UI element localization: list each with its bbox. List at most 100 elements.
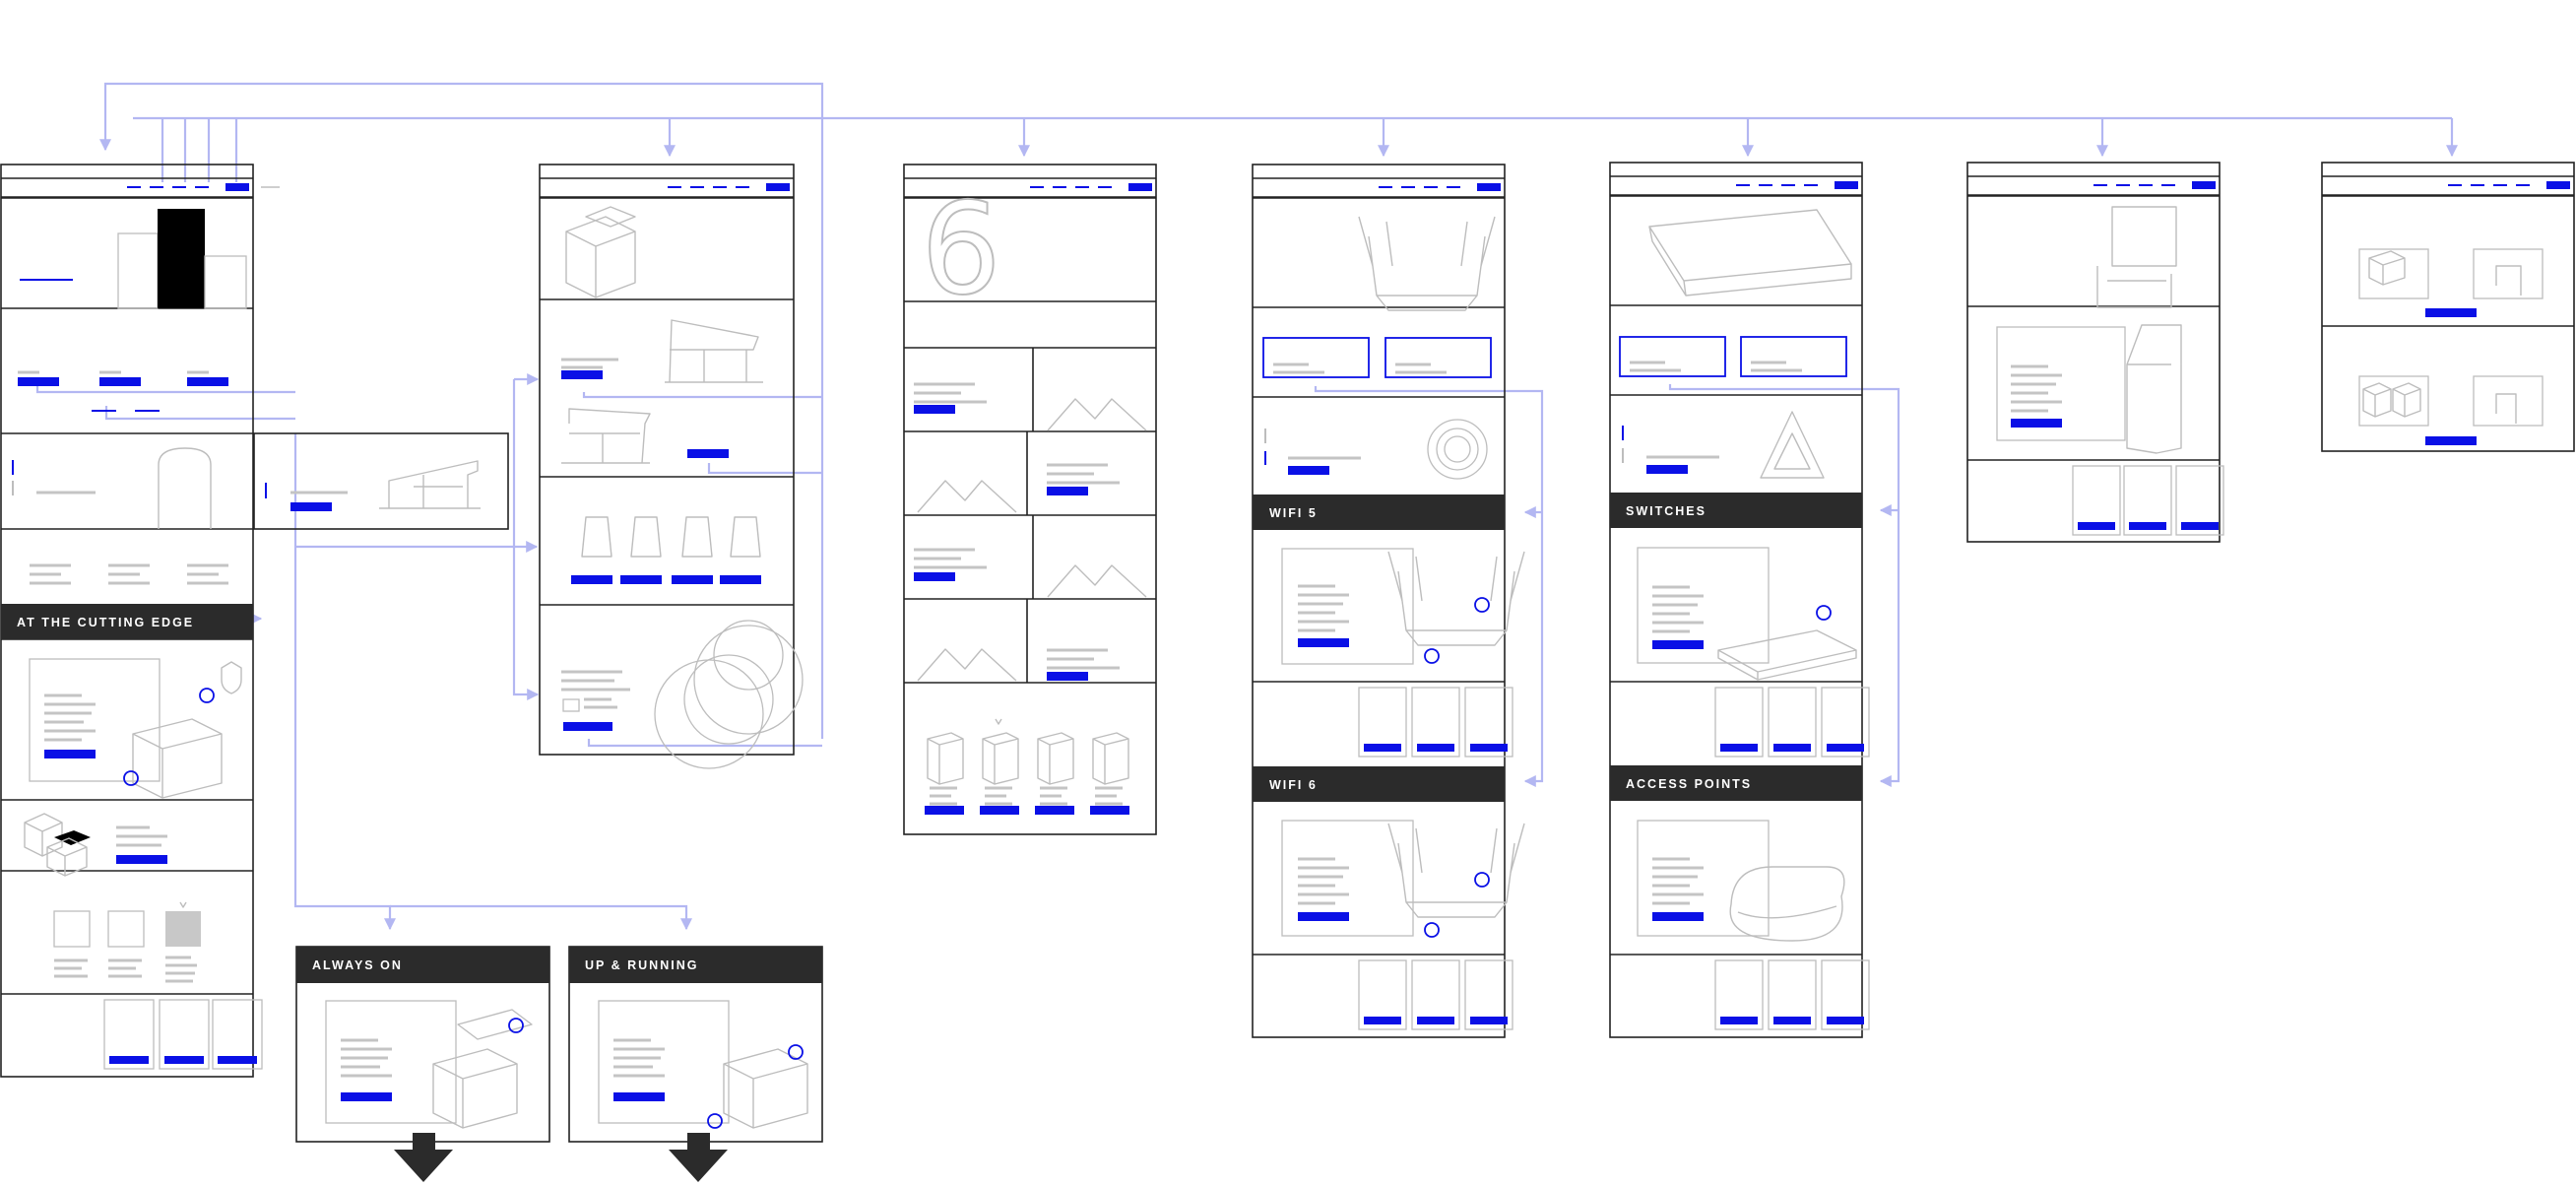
frame xyxy=(1821,959,1870,1030)
card-button xyxy=(1773,744,1811,752)
frame xyxy=(539,164,795,756)
frame xyxy=(253,432,509,530)
frame xyxy=(1966,162,2221,543)
hotspot-circle xyxy=(508,1018,524,1033)
product-sketch xyxy=(2126,324,2182,454)
router-sketch xyxy=(1387,823,1525,918)
frame xyxy=(53,910,91,948)
frame xyxy=(2072,465,2121,536)
cta-button xyxy=(1047,672,1088,681)
frame xyxy=(2358,248,2429,299)
connector xyxy=(104,406,295,421)
frame xyxy=(2473,248,2544,299)
hotspot-circle xyxy=(1474,872,1490,888)
networking-page xyxy=(1609,162,1870,1038)
card-button xyxy=(1720,744,1758,752)
sketch-circle xyxy=(713,620,784,691)
frame xyxy=(1358,959,1407,1030)
cta-button xyxy=(1035,806,1074,815)
frame xyxy=(903,164,1157,835)
product-sketch xyxy=(723,1048,808,1129)
sketch-circle xyxy=(693,625,804,735)
frame xyxy=(1768,959,1817,1030)
hotspot-circle xyxy=(199,688,215,703)
nav-cta-button xyxy=(2192,181,2216,189)
band-wifi5: WIFI 5 xyxy=(1253,495,1505,530)
cta-button xyxy=(1646,465,1688,474)
connector xyxy=(512,379,540,700)
connector-lines xyxy=(35,82,2458,931)
routers-page xyxy=(1252,164,1525,1038)
cta-button xyxy=(1298,638,1349,647)
hotspot-circle xyxy=(707,1113,723,1129)
card-button xyxy=(218,1056,257,1064)
sketch-circle xyxy=(683,654,774,745)
card-button xyxy=(1364,1017,1401,1024)
cta-button xyxy=(116,855,167,864)
arrow-down-icon xyxy=(394,1133,453,1182)
frame xyxy=(598,1000,730,1124)
product-sketch xyxy=(132,718,223,799)
page-wireframes xyxy=(0,162,2575,1143)
product-sketch xyxy=(665,319,763,383)
nav-cta-button xyxy=(766,183,790,191)
frame xyxy=(2175,465,2224,536)
continuation-arrows xyxy=(394,1133,728,1182)
cta-button xyxy=(620,575,662,584)
nav-cta-button xyxy=(2546,181,2570,189)
card-button xyxy=(1417,1017,1454,1024)
band-access-points: ACCESS POINTS xyxy=(1610,765,1862,801)
hotspot-circle xyxy=(1474,597,1490,613)
section-bands: AT THE CUTTING EDGE ALWAYS ON UP & RUNNI… xyxy=(1,493,1862,983)
product-sketch xyxy=(565,216,636,298)
frame xyxy=(1740,336,1847,377)
mountain-icon xyxy=(917,480,1017,513)
connector xyxy=(1314,386,1544,787)
card-button xyxy=(1364,744,1401,752)
product-sketch xyxy=(927,732,964,785)
cta-button xyxy=(613,1092,665,1101)
frame xyxy=(1252,164,1506,1038)
frame xyxy=(2321,162,2575,452)
frame xyxy=(1609,162,1863,1038)
router-sketch xyxy=(1387,551,1525,646)
frame xyxy=(1411,687,1460,758)
card-button xyxy=(2181,522,2219,530)
hotspot-circle xyxy=(123,770,139,786)
product-sketch xyxy=(432,1048,518,1129)
connector xyxy=(390,904,692,931)
frame xyxy=(1637,547,1770,664)
cta-button xyxy=(1047,487,1088,495)
hotspot-circle xyxy=(788,1044,804,1060)
connector xyxy=(582,392,822,399)
wifi6-page xyxy=(903,164,1157,835)
product-sketch xyxy=(24,813,63,857)
frame xyxy=(1768,687,1817,758)
cta-button xyxy=(914,405,955,414)
product-sketch xyxy=(581,516,612,558)
solutions-page xyxy=(539,164,804,769)
frame xyxy=(562,698,580,712)
cta-button xyxy=(341,1092,392,1101)
product-sketch xyxy=(2495,393,2517,424)
sketch-circle xyxy=(654,659,764,769)
shield-icon xyxy=(221,661,242,694)
frame xyxy=(1714,959,1764,1030)
card-button xyxy=(1827,744,1864,752)
product-sketch xyxy=(982,732,1019,785)
cta-button xyxy=(187,377,228,386)
mountain-icon xyxy=(917,648,1017,682)
product-sketch-dark xyxy=(54,830,91,845)
band-label-always-on: ALWAYS ON xyxy=(312,958,403,972)
cta-button xyxy=(571,575,612,584)
band-cutting-edge: AT THE CUTTING EDGE xyxy=(1,604,253,639)
frame xyxy=(1821,687,1870,758)
frame xyxy=(212,999,263,1070)
product-sketch xyxy=(2495,265,2522,296)
cta-button xyxy=(1298,912,1349,921)
cta-button xyxy=(561,370,603,379)
connector xyxy=(587,739,822,748)
connector xyxy=(1668,384,1900,787)
frame xyxy=(1411,959,1460,1030)
